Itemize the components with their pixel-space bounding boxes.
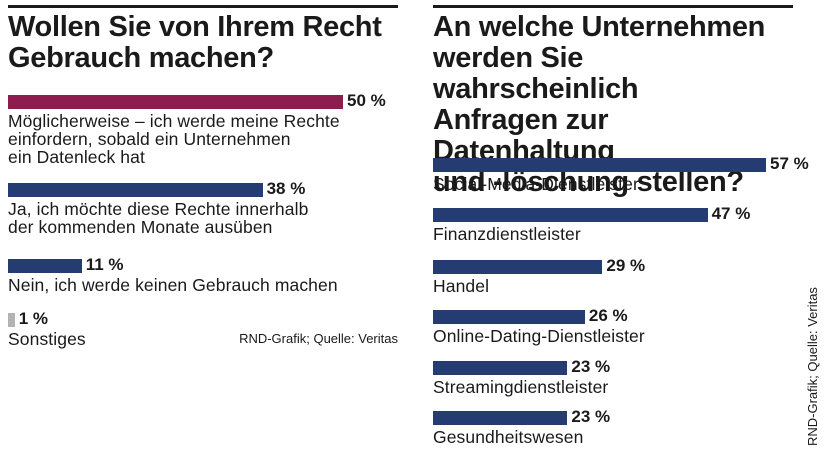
bar [8,259,82,273]
bar [433,310,585,324]
bar-item: 57 % Social-Media-Dienstleister [433,154,809,194]
bar-row: 1 % [8,309,398,328]
category-label: Möglicherweise – ich werde meine Rechte … [8,111,340,167]
bar-row: 47 % [433,204,793,223]
bar [8,95,343,109]
category-label: Social-Media-Dienstleister [433,174,639,194]
bar [433,361,568,375]
bar-item: 26 % Online-Dating-Dienstleister [433,306,793,346]
category-label: Online-Dating-Dienstleister [433,326,645,346]
bar [8,313,15,327]
value-label: 50 % [347,91,386,110]
bar-row: 23 % [433,407,793,426]
bar [433,411,568,425]
category-label: Ja, ich möchte diese Rechte innerhalb de… [8,199,309,237]
bar-row: 57 % [433,154,809,173]
bar-item: 47 % Finanzdienstleister [433,204,793,244]
left-chart-title: Wollen Sie von Ihrem Recht Gebrauch mach… [8,11,382,74]
category-label: Sonstiges [8,329,86,349]
bar-item: 29 % Handel [433,256,793,296]
bar-row: 50 % [8,91,398,110]
value-label: 57 % [770,154,809,173]
bar-row: 23 % [433,357,793,376]
bar-row: 29 % [433,256,793,275]
value-label: 26 % [588,306,628,325]
right-chart-panel: An welche Unternehmen werden Sie wahrsch… [433,0,809,446]
value-label: 1 % [18,309,48,328]
value-label: 23 % [571,357,611,376]
bar [433,208,708,222]
value-label: 11 % [85,255,124,274]
bar-row: 11 % [8,255,398,274]
bar [8,183,263,197]
value-label: 38 % [266,179,306,198]
category-label: Handel [433,276,490,296]
value-label: 29 % [606,256,646,275]
category-label: Gesundheitswesen [433,427,584,447]
category-label: Nein, ich werde keinen Gebrauch machen [8,275,338,295]
bar-item: 38 % Ja, ich möchte diese Rechte innerhal… [8,179,398,237]
bar-item: 1 % Sonstiges [8,309,398,349]
bar-item: 23 % Streamingdienstleister [433,357,793,397]
bar [433,158,766,172]
left-source-note: RND-Grafik; Quelle: Veritas [239,331,398,346]
left-chart-panel: Wollen Sie von Ihrem Recht Gebrauch mach… [8,0,398,348]
category-label: Finanzdienstleister [433,224,581,244]
bar-row: 26 % [433,306,793,325]
top-rule [8,5,398,8]
value-label: 23 % [571,407,611,426]
bar [433,260,603,274]
right-source-note: RND-Grafik; Quelle: Veritas [805,287,820,446]
bar-item: 11 % Nein, ich werde keinen Gebrauch mach… [8,255,398,295]
bar-row: 38 % [8,179,398,198]
bar-item: 50 % Möglicherweise – ich werde meine Rec… [8,91,398,167]
category-label: Streamingdienstleister [433,377,609,397]
bar-item: 23 % Gesundheitswesen [433,407,793,447]
value-label: 47 % [711,204,751,223]
top-rule [433,5,793,8]
